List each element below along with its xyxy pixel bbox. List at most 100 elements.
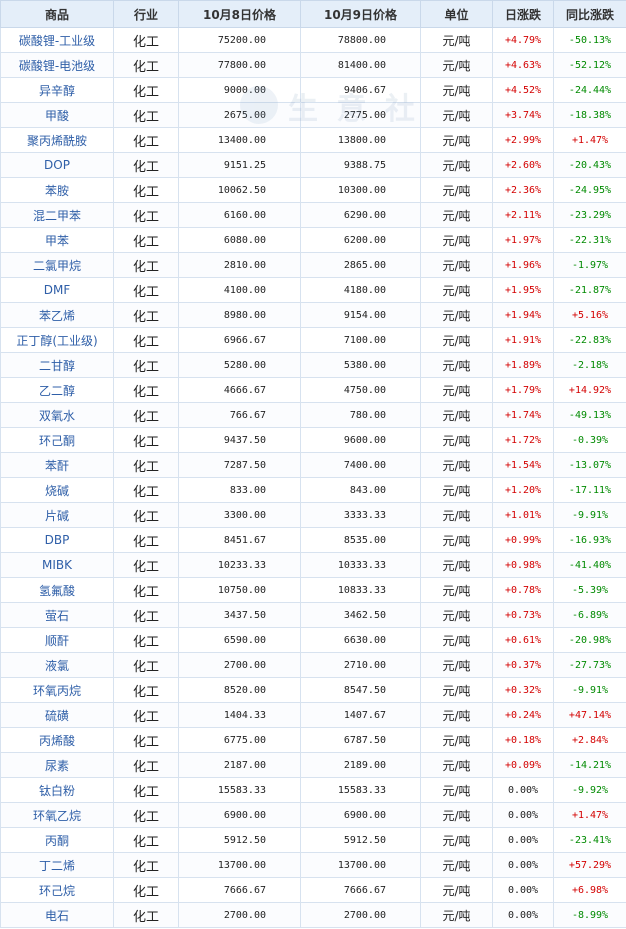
commodity-name-link[interactable]: 片碱 [0, 502, 114, 528]
price-oct9-cell: 6200.00 [300, 227, 421, 253]
unit-cell: 元/吨 [420, 27, 493, 53]
price-oct9-cell: 780.00 [300, 402, 421, 428]
yoy-change-cell: -24.44% [553, 77, 626, 103]
header-commodity[interactable]: 商品 [0, 0, 114, 28]
daily-change-cell: +1.91% [492, 327, 554, 353]
price-oct9-cell: 6787.50 [300, 727, 421, 753]
table-row: 混二甲苯 化工 6160.00 6290.00 元/吨 +2.11% -23.29% [0, 202, 626, 228]
yoy-change-cell: -14.21% [553, 752, 626, 778]
price-oct8-cell: 2187.00 [178, 752, 301, 778]
daily-change-cell: +0.24% [492, 702, 554, 728]
commodity-name-link[interactable]: 电石 [0, 902, 114, 928]
industry-cell: 化工 [113, 577, 179, 603]
table-row: 电石 化工 2700.00 2700.00 元/吨 0.00% -8.99% [0, 902, 626, 928]
price-oct8-cell: 10750.00 [178, 577, 301, 603]
commodity-name-link[interactable]: MIBK [0, 552, 114, 578]
daily-change-cell: +0.32% [492, 677, 554, 703]
price-oct8-cell: 4100.00 [178, 277, 301, 303]
commodity-name-link[interactable]: 环氧乙烷 [0, 802, 114, 828]
header-industry[interactable]: 行业 [113, 0, 179, 28]
commodity-name-link[interactable]: 苯酐 [0, 452, 114, 478]
price-oct9-cell: 7666.67 [300, 877, 421, 903]
header-daily-change[interactable]: 日涨跌 [492, 0, 554, 28]
commodity-name-link[interactable]: 正丁醇(工业级) [0, 327, 114, 353]
commodity-name-link[interactable]: 钛白粉 [0, 777, 114, 803]
commodity-name-link[interactable]: 二甘醇 [0, 352, 114, 378]
price-oct9-cell: 5380.00 [300, 352, 421, 378]
header-yoy-change[interactable]: 同比涨跌 [553, 0, 626, 28]
table-row: 钛白粉 化工 15583.33 15583.33 元/吨 0.00% -9.92% [0, 777, 626, 803]
table-row: 顺酐 化工 6590.00 6630.00 元/吨 +0.61% -20.98% [0, 627, 626, 653]
industry-cell: 化工 [113, 802, 179, 828]
industry-cell: 化工 [113, 77, 179, 103]
commodity-name-link[interactable]: 混二甲苯 [0, 202, 114, 228]
commodity-name-link[interactable]: 丙烯酸 [0, 727, 114, 753]
unit-cell: 元/吨 [420, 477, 493, 503]
daily-change-cell: +0.09% [492, 752, 554, 778]
unit-cell: 元/吨 [420, 552, 493, 578]
price-oct8-cell: 5912.50 [178, 827, 301, 853]
header-unit[interactable]: 单位 [420, 0, 493, 28]
daily-change-cell: +4.52% [492, 77, 554, 103]
daily-change-cell: +0.98% [492, 552, 554, 578]
industry-cell: 化工 [113, 252, 179, 278]
commodity-name-link[interactable]: 二氯甲烷 [0, 252, 114, 278]
commodity-name-link[interactable]: 苯胺 [0, 177, 114, 203]
daily-change-cell: +2.99% [492, 127, 554, 153]
commodity-name-link[interactable]: 碳酸锂-电池级 [0, 52, 114, 78]
unit-cell: 元/吨 [420, 202, 493, 228]
commodity-name-link[interactable]: 氢氟酸 [0, 577, 114, 603]
yoy-change-cell: -9.91% [553, 677, 626, 703]
commodity-name-link[interactable]: 顺酐 [0, 627, 114, 653]
commodity-name-link[interactable]: 萤石 [0, 602, 114, 628]
commodity-name-link[interactable]: 乙二醇 [0, 377, 114, 403]
commodity-name-link[interactable]: 环己烷 [0, 877, 114, 903]
commodity-name-link[interactable]: DBP [0, 527, 114, 553]
table-row: 二甘醇 化工 5280.00 5380.00 元/吨 +1.89% -2.18% [0, 352, 626, 378]
yoy-change-cell: -20.98% [553, 627, 626, 653]
table-row: 丙烯酸 化工 6775.00 6787.50 元/吨 +0.18% +2.84% [0, 727, 626, 753]
commodity-name-link[interactable]: 液氯 [0, 652, 114, 678]
commodity-name-link[interactable]: 环氧丙烷 [0, 677, 114, 703]
yoy-change-cell: -52.12% [553, 52, 626, 78]
price-oct9-cell: 2865.00 [300, 252, 421, 278]
industry-cell: 化工 [113, 352, 179, 378]
unit-cell: 元/吨 [420, 727, 493, 753]
industry-cell: 化工 [113, 702, 179, 728]
commodity-name-link[interactable]: 双氧水 [0, 402, 114, 428]
unit-cell: 元/吨 [420, 602, 493, 628]
unit-cell: 元/吨 [420, 177, 493, 203]
header-price-oct8[interactable]: 10月8日价格 [178, 0, 301, 28]
price-oct8-cell: 3300.00 [178, 502, 301, 528]
yoy-change-cell: -17.11% [553, 477, 626, 503]
price-oct8-cell: 10062.50 [178, 177, 301, 203]
industry-cell: 化工 [113, 552, 179, 578]
commodity-name-link[interactable]: 异辛醇 [0, 77, 114, 103]
commodity-name-link[interactable]: 聚丙烯酰胺 [0, 127, 114, 153]
daily-change-cell: +0.61% [492, 627, 554, 653]
commodity-name-link[interactable]: 硫磺 [0, 702, 114, 728]
table-row: 碳酸锂-电池级 化工 77800.00 81400.00 元/吨 +4.63% -52.12… [0, 52, 626, 78]
commodity-name-link[interactable]: 丙酮 [0, 827, 114, 853]
commodity-name-link[interactable]: DMF [0, 277, 114, 303]
price-oct8-cell: 6590.00 [178, 627, 301, 653]
table-row: 苯乙烯 化工 8980.00 9154.00 元/吨 +1.94% +5.16% [0, 302, 626, 328]
commodity-name-link[interactable]: 环己酮 [0, 427, 114, 453]
price-oct8-cell: 2700.00 [178, 902, 301, 928]
commodity-name-link[interactable]: 尿素 [0, 752, 114, 778]
industry-cell: 化工 [113, 402, 179, 428]
commodity-name-link[interactable]: 甲苯 [0, 227, 114, 253]
commodity-name-link[interactable]: 丁二烯 [0, 852, 114, 878]
header-price-oct9[interactable]: 10月9日价格 [300, 0, 421, 28]
yoy-change-cell: -27.73% [553, 652, 626, 678]
yoy-change-cell: -21.87% [553, 277, 626, 303]
commodity-name-link[interactable]: 烧碱 [0, 477, 114, 503]
table-row: 烧碱 化工 833.00 843.00 元/吨 +1.20% -17.11% [0, 477, 626, 503]
commodity-name-link[interactable]: DOP [0, 152, 114, 178]
table-row: 丙酮 化工 5912.50 5912.50 元/吨 0.00% -23.41% [0, 827, 626, 853]
commodity-name-link[interactable]: 苯乙烯 [0, 302, 114, 328]
daily-change-cell: +1.95% [492, 277, 554, 303]
commodity-name-link[interactable]: 甲酸 [0, 102, 114, 128]
commodity-name-link[interactable]: 碳酸锂-工业级 [0, 27, 114, 53]
price-oct9-cell: 2775.00 [300, 102, 421, 128]
